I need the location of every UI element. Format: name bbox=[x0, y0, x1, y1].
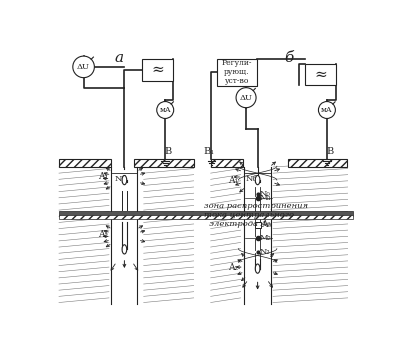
Text: ΔU: ΔU bbox=[239, 94, 252, 102]
Bar bbox=[142, 59, 172, 81]
Bar bbox=[59, 211, 352, 216]
Text: б: б bbox=[283, 51, 292, 65]
Text: B₁: B₁ bbox=[203, 147, 214, 156]
Circle shape bbox=[156, 101, 173, 119]
Circle shape bbox=[235, 88, 255, 108]
Text: ≈: ≈ bbox=[151, 63, 164, 77]
Text: A₂: A₂ bbox=[228, 263, 238, 272]
Text: B: B bbox=[164, 147, 172, 156]
Bar bbox=[59, 215, 352, 219]
Bar bbox=[216, 59, 256, 86]
Text: A₂: A₂ bbox=[97, 230, 107, 239]
Text: Регули-
рующ.
уст-во: Регули- рующ. уст-во bbox=[221, 59, 251, 86]
Ellipse shape bbox=[255, 175, 259, 185]
Bar bbox=[59, 159, 111, 167]
Text: ≈: ≈ bbox=[314, 68, 326, 82]
Circle shape bbox=[318, 101, 334, 119]
Text: A₀: A₀ bbox=[260, 220, 270, 229]
Ellipse shape bbox=[122, 175, 126, 185]
Text: A₁: A₁ bbox=[228, 176, 238, 186]
Text: M₂: M₂ bbox=[259, 234, 271, 242]
Text: N₀: N₀ bbox=[259, 190, 270, 198]
Text: Nб: Nб bbox=[114, 175, 126, 183]
Text: а: а bbox=[114, 51, 123, 65]
Circle shape bbox=[73, 56, 94, 78]
Text: зона распростринения
тока центрального
  электрода А₀: зона распростринения тока центрального э… bbox=[203, 201, 307, 228]
Text: Nб: Nб bbox=[245, 175, 258, 183]
Bar bbox=[254, 222, 260, 228]
Text: мА: мА bbox=[159, 106, 170, 114]
Text: A₁: A₁ bbox=[97, 172, 107, 182]
Ellipse shape bbox=[255, 264, 259, 273]
Text: N₂: N₂ bbox=[259, 248, 270, 256]
Text: мА: мА bbox=[320, 106, 332, 114]
Text: ΔU: ΔU bbox=[77, 63, 90, 71]
Bar bbox=[134, 159, 193, 167]
Ellipse shape bbox=[122, 245, 126, 254]
Bar bbox=[210, 159, 242, 167]
Text: B: B bbox=[326, 147, 333, 156]
Bar bbox=[305, 64, 335, 86]
Text: M₁: M₁ bbox=[259, 194, 271, 202]
Bar bbox=[287, 159, 346, 167]
